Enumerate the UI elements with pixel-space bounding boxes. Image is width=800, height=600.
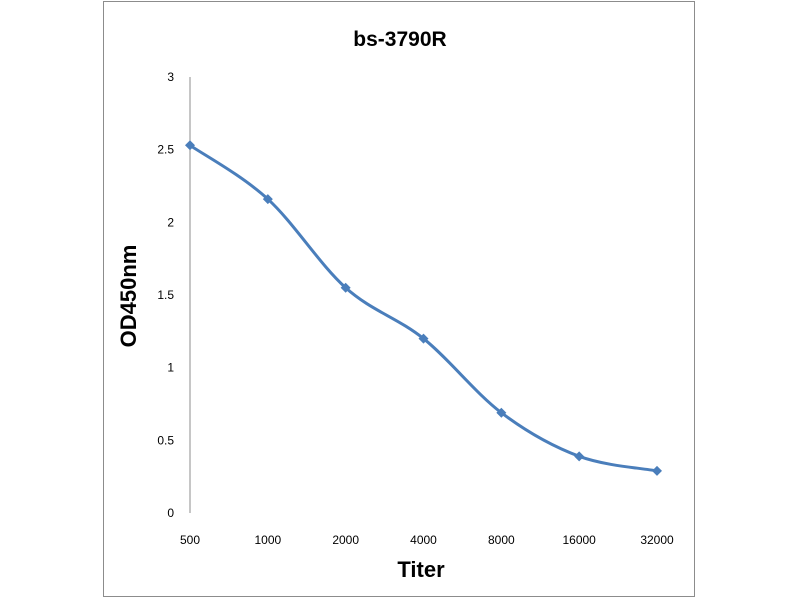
x-axis-title: Titer [397, 557, 445, 582]
chart-title: bs-3790R [353, 28, 446, 51]
data-point-marker [574, 451, 585, 462]
data-point-marker [418, 333, 429, 344]
series-line [188, 143, 659, 473]
data-point-marker [185, 140, 195, 151]
axes: 0 0.5 1 1.5 2 2.5 3 500 1000 2000 4000 8000 16000 320… [157, 70, 674, 547]
x-tick-label: 4000 [410, 533, 437, 547]
x-tick-label: 16000 [562, 533, 596, 547]
y-tick-label: 2.5 [157, 143, 174, 157]
data-point-marker [262, 194, 273, 205]
y-tick-label: 0.5 [157, 433, 174, 447]
y-tick-label: 3 [167, 70, 174, 84]
y-tick-label: 2 [167, 215, 174, 229]
chart-frame [103, 1, 695, 597]
data-point-marker [652, 465, 662, 476]
data-point-marker [496, 407, 507, 418]
x-tick-label: 8000 [488, 533, 515, 547]
data-point-marker [340, 282, 351, 293]
y-tick-label: 0 [167, 506, 174, 520]
x-tick-label: 500 [180, 533, 200, 547]
series [185, 140, 662, 476]
y-tick-label: 1.5 [157, 288, 174, 302]
y-axis-title: OD450nm [116, 245, 141, 348]
x-tick-label: 32000 [640, 533, 674, 547]
x-tick-label: 1000 [254, 533, 281, 547]
y-tick-label: 1 [167, 361, 174, 375]
x-tick-label: 2000 [332, 533, 359, 547]
